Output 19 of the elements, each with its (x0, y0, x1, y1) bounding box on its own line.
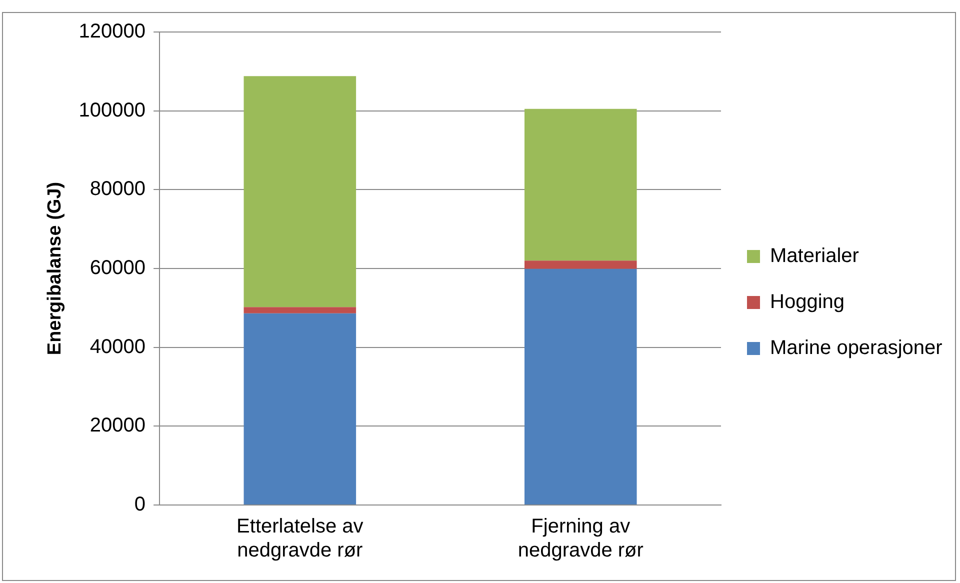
bar (524, 268, 637, 504)
y-tick-label: 20000 (90, 414, 146, 437)
y-tick-label: 100000 (78, 99, 146, 122)
x-tick-label: Fjerning av nedgravde rør (518, 516, 644, 562)
x-tick-label: Etterlatelse av nedgravde rør (236, 516, 364, 562)
bar (244, 76, 356, 308)
y-axis-title: Energibalanse (GJ) (44, 182, 66, 356)
y-tick-label: 120000 (78, 20, 146, 43)
bar (244, 307, 356, 314)
legend-label: Marine operasjoner (770, 337, 943, 360)
bar (524, 108, 637, 261)
y-tick-label: 60000 (90, 257, 146, 280)
bar (244, 313, 356, 504)
legend-label: Hogging (770, 291, 845, 314)
y-tick-label: 0 (134, 494, 146, 516)
bar (524, 260, 637, 269)
legend-label: Materialer (770, 245, 860, 268)
y-tick-label: 40000 (90, 336, 146, 358)
y-tick-label: 80000 (90, 178, 146, 200)
